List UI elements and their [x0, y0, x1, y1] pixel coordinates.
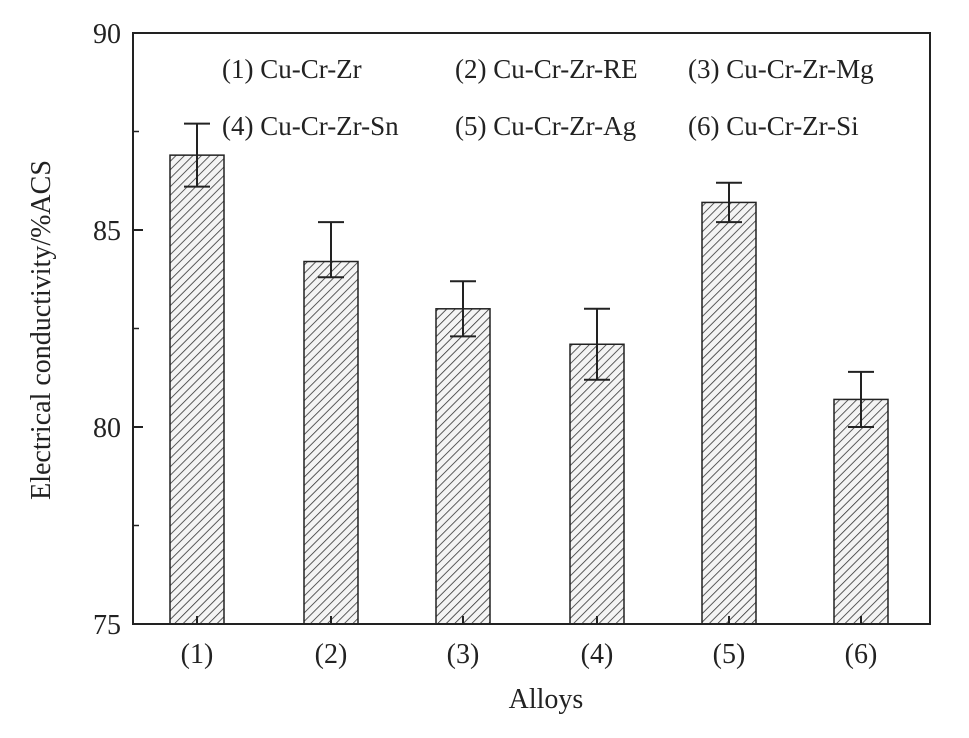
- bar-4: [569, 343, 625, 625]
- x-axis-ticks: (1) (2) (3) (4) (5) (6): [181, 616, 878, 670]
- y-axis-ticks: 75 80 85 90: [93, 19, 143, 641]
- error-bar-3: [450, 280, 476, 338]
- bar-6: [833, 398, 889, 625]
- bar-5: [701, 201, 757, 625]
- bar-3: [435, 308, 491, 625]
- legend: (1) Cu-Cr-Zr (2) Cu-Cr-Zr-RE (3) Cu-Cr-Z…: [222, 54, 874, 141]
- error-bar-2: [318, 221, 344, 279]
- error-bar-5: [716, 181, 742, 224]
- error-bar-1: [184, 122, 210, 188]
- legend-entry-5: (5) Cu-Cr-Zr-Ag: [455, 111, 636, 141]
- legend-entry-4: (4) Cu-Cr-Zr-Sn: [222, 111, 399, 141]
- error-bar-6: [848, 370, 874, 428]
- legend-entry-3: (3) Cu-Cr-Zr-Mg: [688, 54, 874, 84]
- legend-entry-2: (2) Cu-Cr-Zr-RE: [455, 54, 638, 84]
- y-tick-label-90: 90: [93, 19, 121, 50]
- legend-entry-6: (6) Cu-Cr-Zr-Si: [688, 111, 859, 141]
- x-tick-label-6: (6): [845, 639, 878, 670]
- bars-layer: [169, 154, 889, 625]
- y-tick-label-85: 85: [93, 216, 121, 247]
- legend-entry-1: (1) Cu-Cr-Zr: [222, 54, 362, 84]
- x-tick-label-3: (3): [447, 639, 480, 670]
- error-bars-layer: [184, 122, 874, 428]
- y-tick-label-75: 75: [93, 610, 121, 641]
- y-tick-label-80: 80: [93, 413, 121, 444]
- y-axis-title: Electrical conductivity/%ACS: [26, 160, 57, 500]
- x-tick-label-2: (2): [315, 639, 348, 670]
- x-tick-label-5: (5): [713, 639, 746, 670]
- bar-1: [169, 154, 225, 625]
- x-tick-label-1: (1): [181, 639, 214, 670]
- x-axis-title: Alloys: [509, 684, 584, 715]
- bar-2: [303, 260, 359, 625]
- x-tick-label-4: (4): [581, 639, 614, 670]
- error-bar-4: [584, 307, 610, 381]
